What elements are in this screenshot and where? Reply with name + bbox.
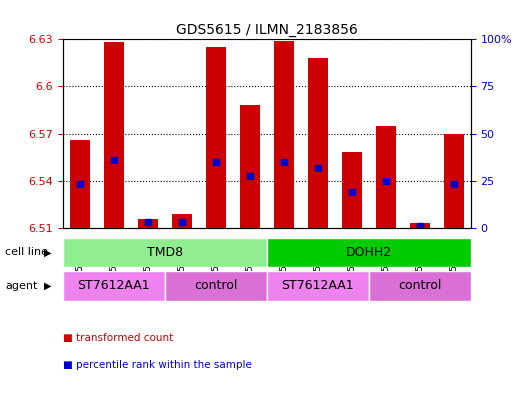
Title: GDS5615 / ILMN_2183856: GDS5615 / ILMN_2183856 [176,23,358,37]
Text: DOHH2: DOHH2 [346,246,392,259]
FancyBboxPatch shape [63,238,267,267]
Text: ST7612AA1: ST7612AA1 [77,279,150,292]
Bar [308,58,328,228]
Text: ■ percentile rank within the sample: ■ percentile rank within the sample [63,360,252,371]
Bar [206,47,226,228]
Text: ■ transformed count: ■ transformed count [63,333,173,343]
Bar [342,152,362,228]
Bar [70,140,90,228]
FancyBboxPatch shape [267,271,369,301]
Text: ST7612AA1: ST7612AA1 [281,279,354,292]
Text: ▶: ▶ [44,247,52,257]
Text: agent: agent [5,281,38,291]
Bar [138,219,158,228]
Text: TMD8: TMD8 [146,246,183,259]
Text: ▶: ▶ [44,281,52,291]
Bar [104,42,124,228]
Bar [274,41,294,228]
FancyBboxPatch shape [63,271,165,301]
Bar [172,214,192,228]
Bar [410,223,430,228]
Bar [240,105,260,228]
Bar [444,134,464,228]
Text: control: control [398,279,441,292]
Text: control: control [194,279,237,292]
FancyBboxPatch shape [165,271,267,301]
FancyBboxPatch shape [369,271,471,301]
Bar [376,126,396,228]
FancyBboxPatch shape [267,238,471,267]
Text: cell line: cell line [5,247,48,257]
